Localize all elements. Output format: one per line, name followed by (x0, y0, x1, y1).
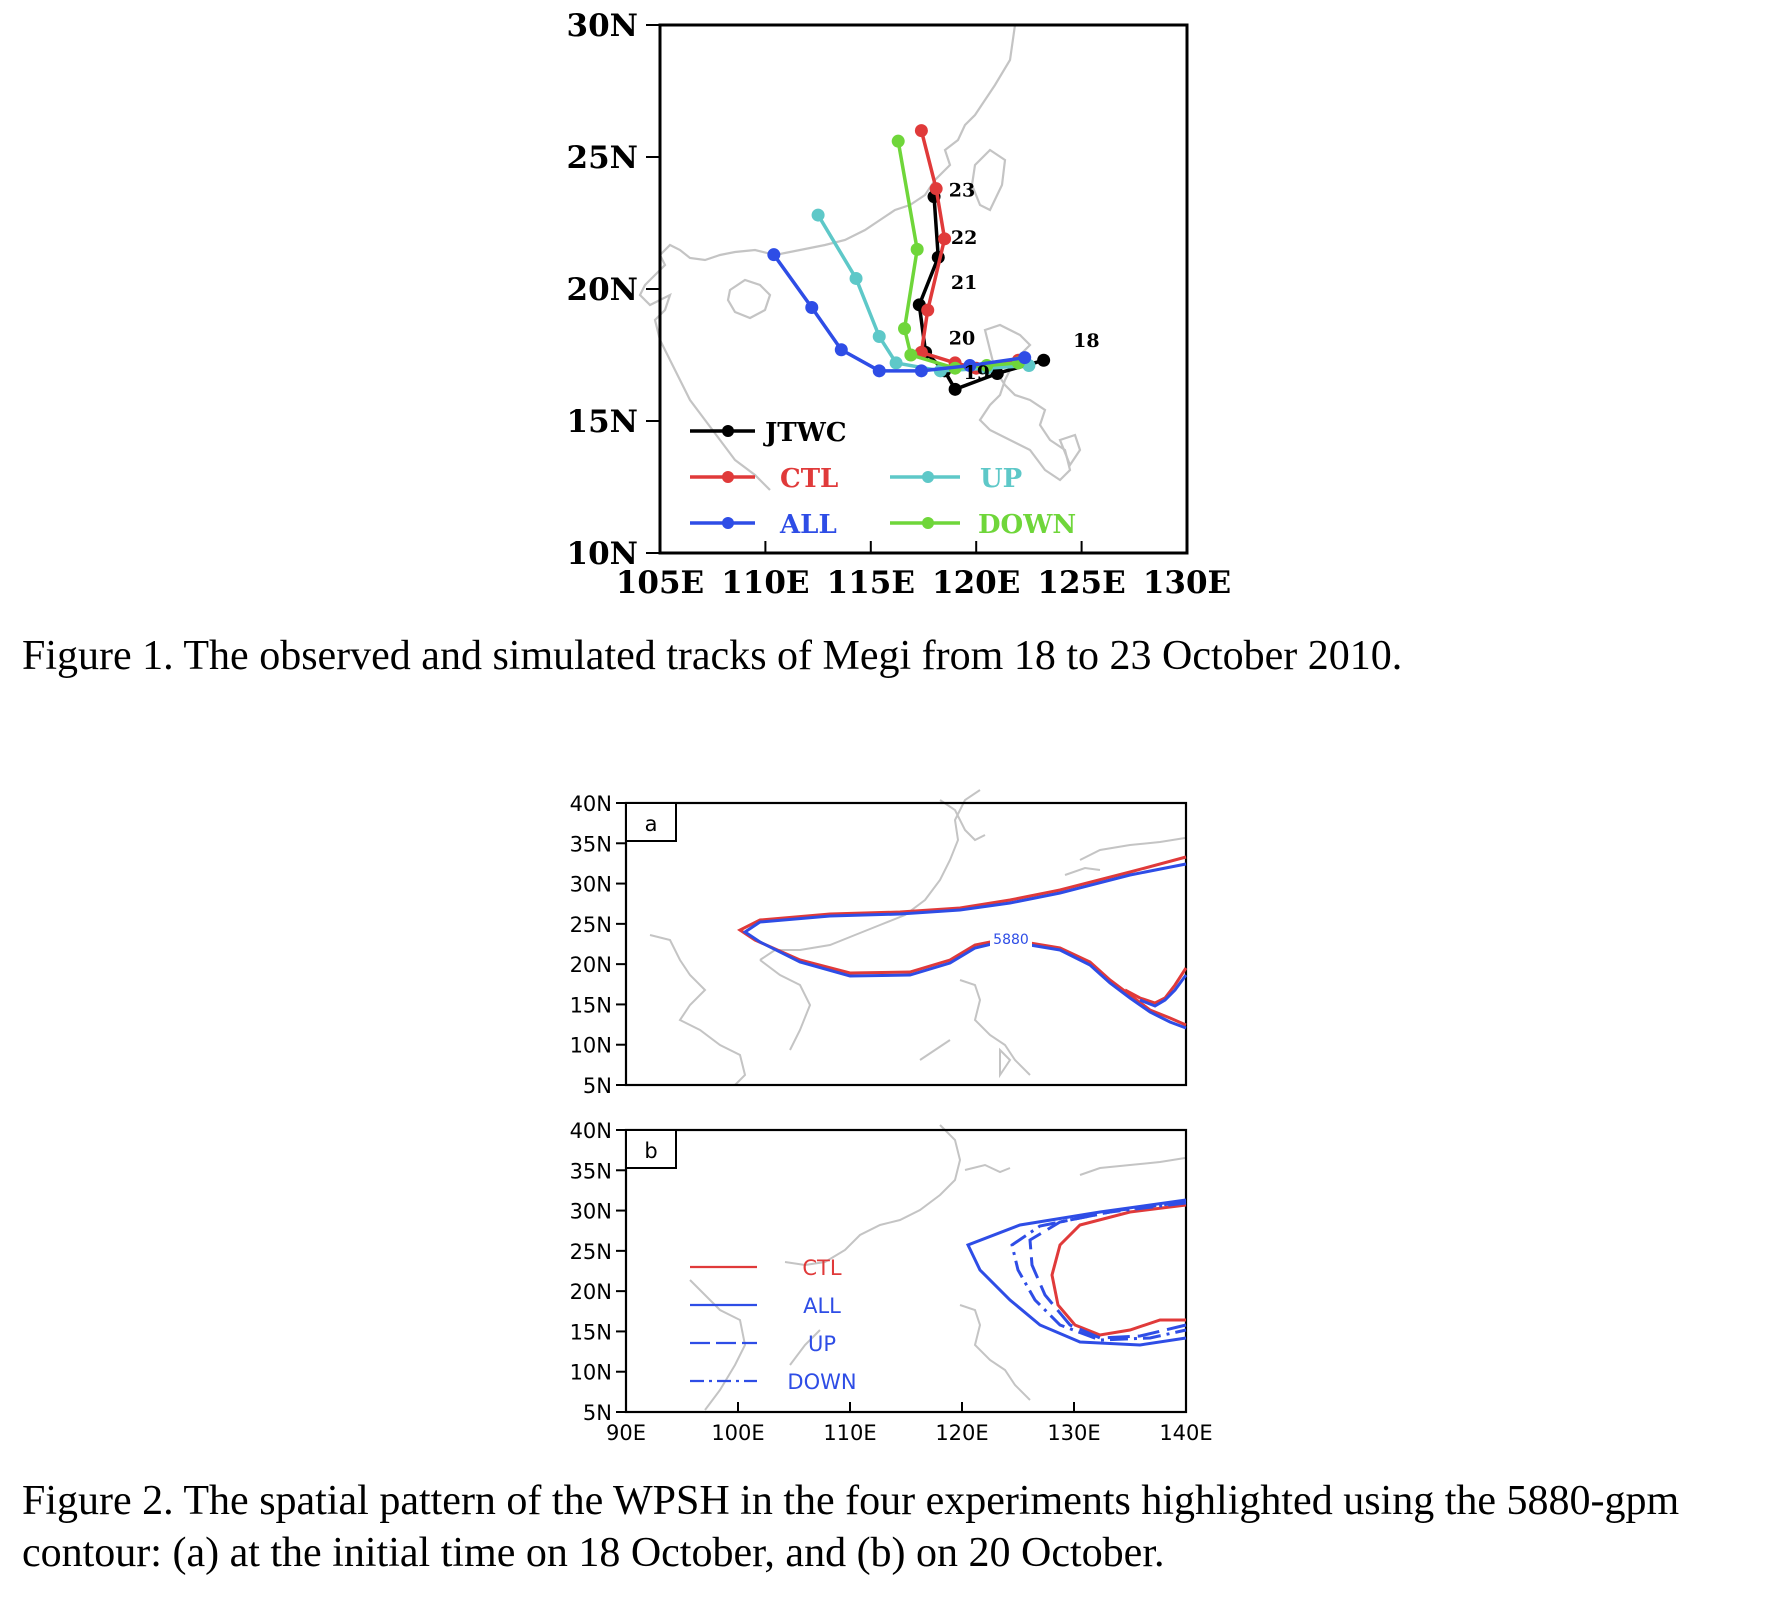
x-tick-label: 105E (616, 565, 704, 601)
track-point-ctl (914, 124, 928, 138)
x-tick-label: 110E (721, 565, 809, 601)
day-label: 19 (964, 362, 990, 384)
legend-label-down: DOWN (978, 510, 1076, 540)
figure-2-wpsh-panels: a 5880 b CT (570, 789, 1213, 1445)
contour-label-5880: 5880 (993, 932, 1029, 948)
legend-b: CTL ALL UP DOWN (690, 1256, 857, 1394)
track-all (767, 248, 1032, 378)
coastline-map (638, 24, 1082, 491)
track-point-jtwc (948, 382, 962, 396)
track-point-all (834, 343, 848, 357)
panel-a-frame (624, 801, 1188, 1087)
track-point-down (904, 348, 918, 362)
y-tick-label: 5N (583, 1401, 612, 1425)
day-labels: 18 19 20 21 22 23 (949, 180, 1100, 384)
coastline-map-b (689, 1124, 1186, 1411)
track-point-up (849, 271, 863, 285)
panel-b-label-box (625, 1129, 677, 1169)
panel-b-label: b (644, 1139, 657, 1163)
x-tick-label: 90E (606, 1421, 646, 1445)
panel-b-frame (624, 1128, 1188, 1414)
y-tick-label: 15N (570, 993, 612, 1017)
x-tick-label: 115E (827, 565, 915, 601)
x-tick-label: 125E (1037, 565, 1125, 601)
coastline-map-a (649, 789, 1186, 1086)
track-point-up (889, 356, 903, 370)
track-point-down (898, 322, 912, 336)
y-tick-label: 20N (570, 953, 612, 977)
figure-1-track-map: 105E 110E 115E 120E 125E 130E10N15N20N25N30N … (567, 8, 1232, 601)
wpsh-contours-b (965, 1198, 1187, 1347)
legend-label-all: ALL (779, 510, 837, 540)
y-tick-label: 40N (570, 792, 612, 816)
track-point-all (1018, 351, 1032, 365)
y-tick-label: 15N (567, 404, 638, 440)
day-label: 23 (949, 180, 975, 202)
y-tick-label: 30N (570, 1200, 612, 1224)
track-point-all (872, 364, 886, 378)
y-tick-label: 35N (570, 832, 612, 856)
track-point-all (963, 359, 977, 373)
track-point-ctl (921, 303, 935, 317)
y-tick-label: 10N (570, 1361, 612, 1385)
x-tick-label: 130E (1047, 1421, 1100, 1445)
panel-a-label: a (645, 812, 658, 836)
legend: JTWC CTL ALL UP DOWN (690, 418, 1076, 540)
y-tick-label: 15N (570, 1320, 612, 1344)
panel-a-label-box (625, 802, 677, 842)
track-point-all (767, 248, 781, 262)
legend-label-jtwc: JTWC (763, 418, 847, 448)
track-point-all (805, 300, 819, 314)
y-tick-label: 20N (567, 272, 638, 308)
legend-label-ctl: CTL (780, 464, 838, 494)
panel-b: b CTL ALL UP DOWN (624, 1124, 1188, 1414)
track-point-down (910, 242, 924, 256)
y-tick-label: 20N (570, 1280, 612, 1304)
track-point-jtwc (990, 366, 1004, 380)
y-tick-label: 25N (570, 913, 612, 937)
day-label: 20 (949, 327, 975, 349)
day-label: 18 (1073, 330, 1099, 352)
track-point-up (811, 208, 825, 222)
day-label: 22 (951, 227, 977, 249)
y-tick-label: 35N (570, 1159, 612, 1183)
wpsh-contours-a (737, 855, 1188, 1030)
track-point-all (914, 364, 928, 378)
legend-b-all: ALL (803, 1294, 841, 1318)
figure-2-caption: Figure 2. The spatial pattern of the WPS… (22, 1478, 1680, 1576)
track-lines (767, 124, 1051, 396)
y-tick-label: 10N (570, 1034, 612, 1058)
legend-b-ctl: CTL (802, 1256, 841, 1280)
y-tick-label: 5N (583, 1074, 612, 1098)
track-point-ctl (938, 232, 952, 246)
y-tick-label: 40N (570, 1119, 612, 1143)
y-tick-label: 25N (570, 1240, 612, 1264)
track-point-up (872, 330, 886, 344)
x-tick-label: 110E (823, 1421, 876, 1445)
legend-label-up: UP (980, 464, 1022, 494)
y-tick-label: 30N (567, 8, 638, 44)
axes-fig2: 5N 10N 15N 20N 25N 30N 35N 40N 5N 10N 15N 20N 25N 30N… (570, 792, 1213, 1445)
x-tick-label: 100E (711, 1421, 764, 1445)
x-tick-label: 140E (1159, 1421, 1212, 1445)
track-point-ctl (929, 182, 943, 196)
figure-1-caption: Figure 1. The observed and simulated tra… (22, 633, 1403, 679)
track-point-jtwc (1037, 353, 1051, 367)
track-down (891, 134, 1025, 375)
y-tick-label: 30N (570, 873, 612, 897)
y-tick-label: 25N (567, 140, 638, 176)
day-label: 21 (951, 272, 977, 294)
x-tick-label: 120E (935, 1421, 988, 1445)
legend-b-up: UP (808, 1332, 836, 1356)
panel-a: a 5880 (624, 789, 1188, 1087)
x-tick-label: 120E (932, 565, 1020, 601)
legend-b-down: DOWN (787, 1370, 856, 1394)
x-tick-label: 130E (1143, 565, 1231, 601)
y-tick-label: 10N (567, 536, 638, 572)
axes: 105E 110E 115E 120E 125E 130E 10N 15N 20N 25N 30N (567, 8, 1232, 601)
track-point-down (891, 134, 905, 148)
